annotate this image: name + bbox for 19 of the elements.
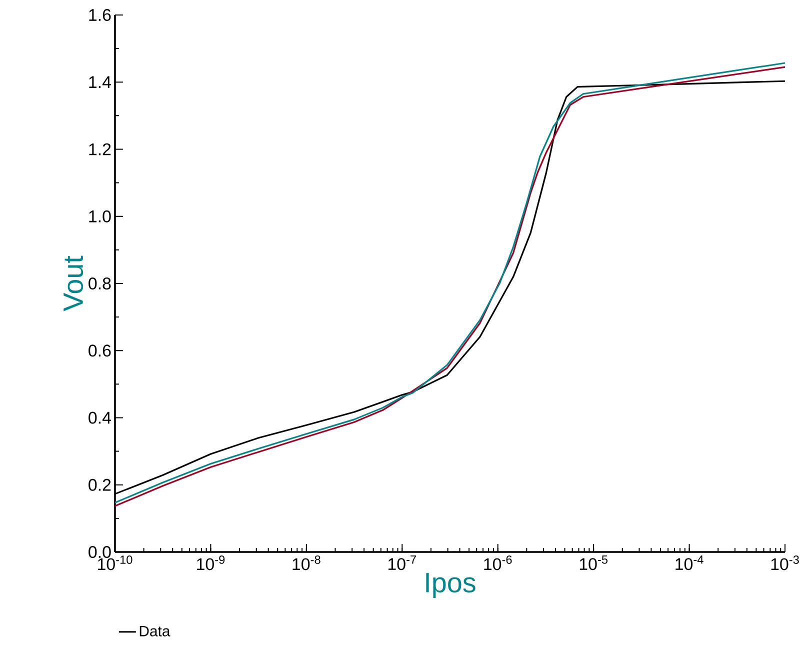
y-axis-title: Vout (64, 256, 84, 312)
x-tick-label: 10$^{-8}$ (292, 556, 320, 570)
x-tick-label: 10$^{-6}$ (484, 556, 512, 570)
y-tick-label: 1.6 (89, 8, 111, 21)
x-tick-label: 10$^{-5}$ (580, 556, 608, 570)
y-tick-label: 0.2 (88, 478, 111, 491)
y-tick-label: 1.0 (89, 210, 111, 222)
x-tick-label: 10$^{-4}$ (676, 556, 704, 570)
y-tick-label: 0.4 (88, 412, 111, 424)
y-tick-label: 1.2 (89, 143, 111, 156)
y-tick-label: 0.8 (88, 278, 111, 290)
y-tick-label: 0.0 (88, 546, 111, 558)
x-tick-label: 10$^{-7}$ (388, 556, 416, 570)
y-tick-label: 1.4 (89, 76, 111, 88)
y-tick-label: 0.6 (88, 344, 111, 357)
x-tick-label: 10$^{-3}$ (771, 556, 799, 570)
x-tick-label: 10$^{-9}$ (197, 556, 225, 570)
legend-label: Data (140, 626, 170, 636)
x-axis-title: Ipos (426, 573, 476, 598)
